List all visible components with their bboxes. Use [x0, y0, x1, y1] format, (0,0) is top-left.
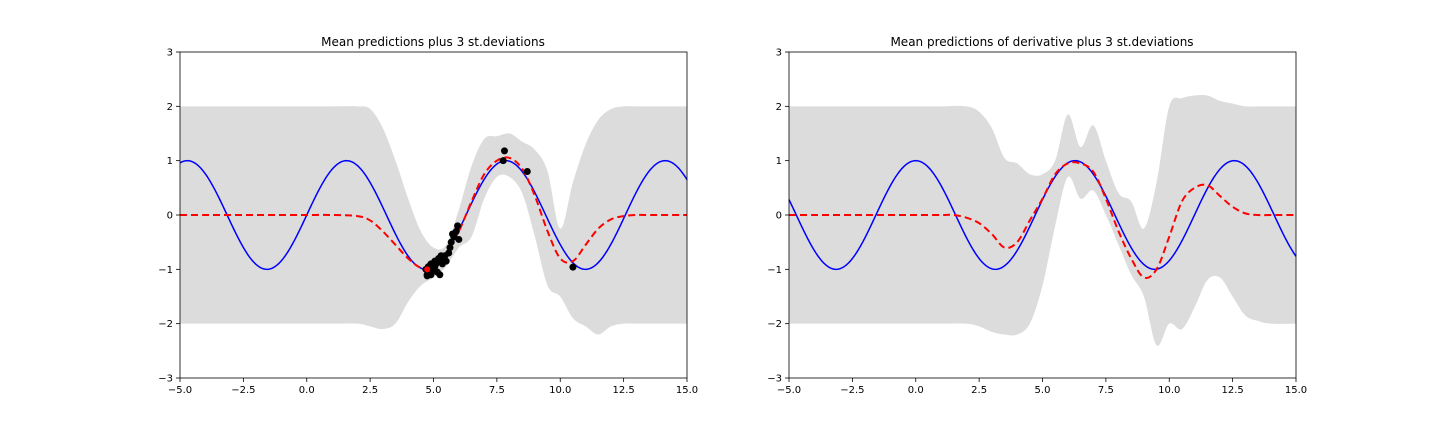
- highlight-point: [424, 266, 431, 273]
- y-tick-label: −2: [767, 319, 782, 330]
- observation-point: [569, 263, 577, 271]
- observation-point: [436, 271, 444, 279]
- observation-point: [523, 168, 531, 176]
- observation-point: [438, 260, 446, 268]
- observation-point: [431, 263, 439, 271]
- x-tick-label: 15.0: [676, 385, 698, 396]
- y-tick-label: −1: [767, 265, 782, 276]
- x-tick-label: 10.0: [549, 385, 571, 396]
- y-tick-label: 3: [776, 48, 782, 59]
- confidence-band: [789, 94, 1296, 346]
- chart-derivative-predictions: Mean predictions of derivative plus 3 st…: [767, 35, 1307, 396]
- x-tick-label: 0.0: [908, 385, 924, 396]
- x-tick-label: 7.5: [1098, 385, 1114, 396]
- y-tick-label: −3: [158, 374, 173, 385]
- x-tick-label: 5.0: [1035, 385, 1051, 396]
- y-tick-label: 1: [167, 156, 173, 167]
- observation-point: [454, 222, 462, 230]
- y-tick-label: 0: [167, 211, 173, 222]
- plot-area: [788, 94, 1297, 346]
- x-tick-label: −5.0: [168, 385, 192, 396]
- x-tick-label: 12.5: [1221, 385, 1243, 396]
- x-tick-label: 2.5: [971, 385, 987, 396]
- chart-title: Mean predictions of derivative plus 3 st…: [890, 35, 1193, 49]
- observation-point: [447, 238, 455, 246]
- y-tick-label: 2: [167, 102, 173, 113]
- x-tick-label: −2.5: [231, 385, 255, 396]
- chart-mean-predictions: Mean predictions plus 3 st.deviations −5…: [158, 35, 698, 396]
- observation-point: [441, 252, 449, 260]
- y-tick-label: −3: [767, 374, 782, 385]
- x-tick-label: 15.0: [1285, 385, 1307, 396]
- y-tick-label: −1: [158, 265, 173, 276]
- x-tick-label: −2.5: [840, 385, 864, 396]
- x-tick-label: 5.0: [426, 385, 442, 396]
- observation-point: [455, 235, 463, 243]
- observation-point: [500, 147, 508, 155]
- observation-point: [452, 227, 460, 235]
- x-tick-label: 7.5: [489, 385, 505, 396]
- mean-prediction-line: [180, 156, 687, 270]
- y-tick-label: 3: [167, 48, 173, 59]
- axis-ticks: −5.0 −2.5 0.0 2.5 5.0 7.5 10.0 12.5 15.0 −3 −2 −1 0 1…: [767, 48, 1307, 397]
- chart-title: Mean predictions plus 3 st.deviations: [321, 35, 545, 49]
- observation-point: [499, 157, 507, 165]
- y-tick-label: −2: [158, 319, 173, 330]
- y-tick-label: 2: [776, 102, 782, 113]
- observation-point: [423, 271, 431, 279]
- plot-area: [179, 106, 688, 335]
- y-tick-label: 0: [776, 211, 782, 222]
- mean-prediction-line: [789, 161, 1296, 279]
- observation-point: [446, 244, 454, 252]
- x-tick-label: −5.0: [777, 385, 801, 396]
- x-tick-label: 12.5: [612, 385, 634, 396]
- y-tick-label: 1: [776, 156, 782, 167]
- axis-ticks: −5.0 −2.5 0.0 2.5 5.0 7.5 10.0 12.5 15.0 −3 −2 −1 0 1…: [158, 48, 698, 397]
- confidence-band: [180, 106, 687, 335]
- x-tick-label: 2.5: [362, 385, 378, 396]
- x-tick-label: 10.0: [1158, 385, 1180, 396]
- x-tick-label: 0.0: [299, 385, 315, 396]
